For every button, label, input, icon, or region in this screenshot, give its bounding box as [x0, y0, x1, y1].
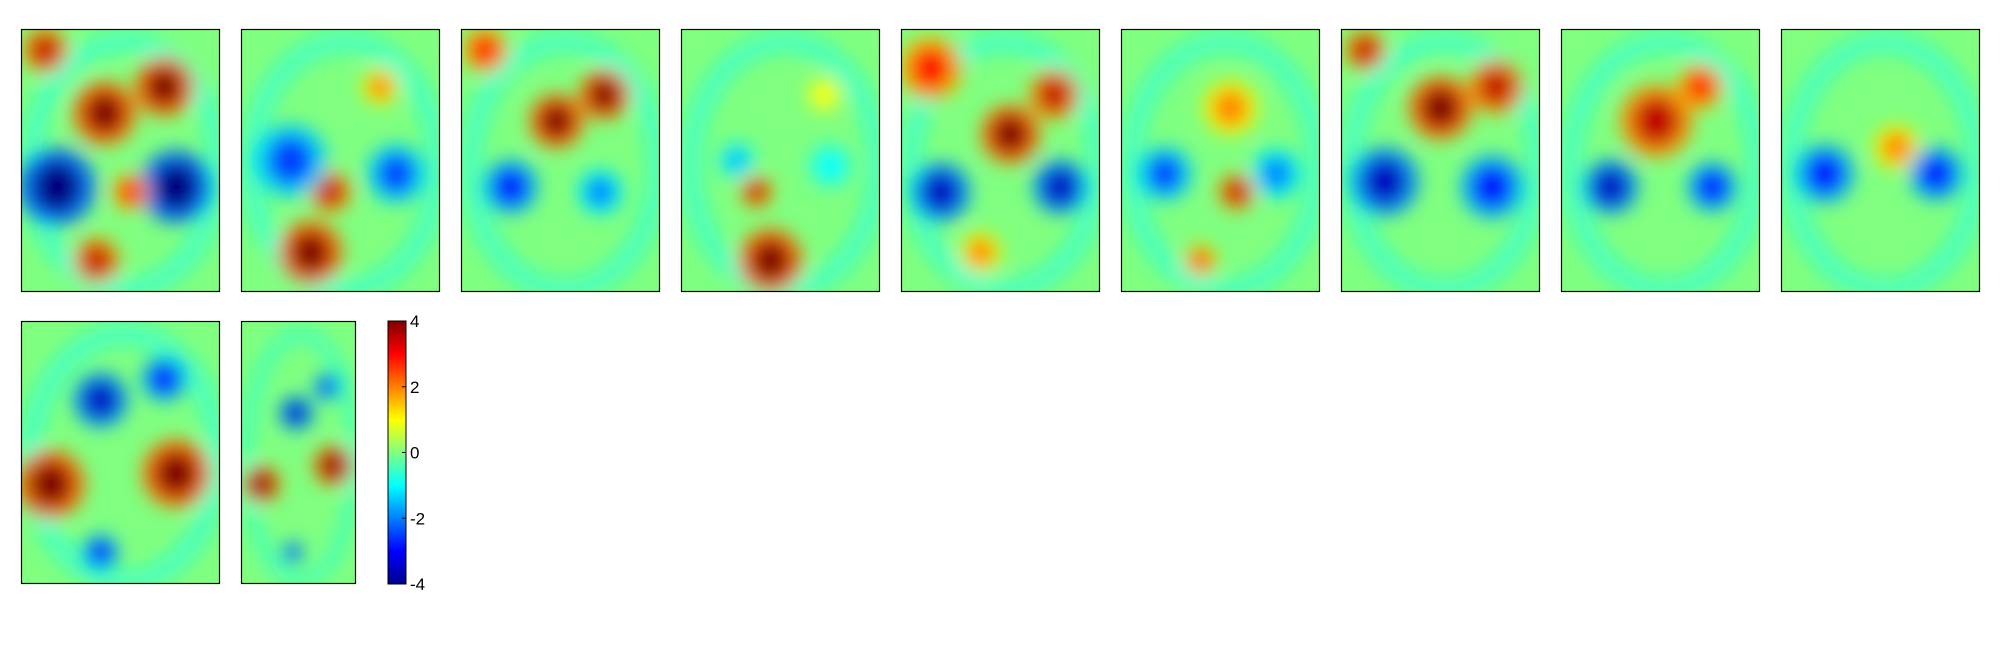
heatmap-blob [911, 47, 951, 90]
panel-frame [20, 28, 221, 293]
heatmap-blob [816, 150, 845, 181]
panel-frame [1780, 28, 1981, 293]
heatmap-blob [470, 35, 499, 65]
heatmap-blob [1882, 132, 1911, 163]
heatmap-blob [1420, 87, 1461, 129]
heatmap-panel [240, 28, 441, 293]
colorbar-tick-label: 4 [410, 312, 419, 331]
heatmap-blob [1190, 249, 1211, 271]
field-halo [241, 328, 356, 584]
heatmap-blob [1479, 68, 1513, 105]
heatmap-blob [33, 161, 81, 213]
heatmap-panel [900, 28, 1101, 293]
heatmap-blob [85, 92, 125, 135]
heatmap-blob [725, 148, 748, 173]
heatmap-blob [1043, 168, 1077, 205]
heatmap-panel [460, 28, 661, 293]
heatmap-panel [20, 28, 221, 293]
heatmap-blob [268, 136, 314, 185]
heatmap-blob [1260, 157, 1292, 191]
heatmap-blob [586, 177, 615, 207]
heatmap-blob [318, 178, 344, 206]
field-halo [681, 32, 880, 292]
heatmap-blob [1363, 159, 1406, 204]
heatmap-blob [1148, 155, 1182, 192]
heatmap-blob [83, 381, 118, 418]
heatmap-blob [1919, 155, 1953, 192]
heatmap-blob [992, 114, 1029, 154]
heatmap-blob [319, 378, 336, 396]
heatmap-blob [285, 401, 307, 425]
colorbar: 4 2 0 -2 -4 [387, 312, 425, 594]
heatmap-blob [369, 74, 392, 99]
panel-frame [20, 320, 221, 585]
heatmap-blob [250, 471, 273, 497]
heatmap-panel [1340, 28, 1541, 293]
heatmap-blob [291, 231, 331, 274]
field-halo [1781, 32, 1980, 292]
colorbar-tick-label: -4 [410, 575, 425, 594]
heatmap-blob [813, 82, 836, 107]
heatmap-panel [1560, 28, 1761, 293]
heatmap-blob [1806, 154, 1843, 194]
heatmap-blob [751, 239, 791, 282]
heatmap-blob [539, 103, 574, 139]
panel-frame [240, 320, 357, 585]
field-halo [241, 32, 440, 292]
heatmap-blob [922, 172, 959, 212]
colorbar-tick-label: -2 [410, 509, 425, 528]
field-halo [1561, 32, 1760, 292]
heatmap-blob [1686, 71, 1715, 102]
heatmap-blob [746, 181, 767, 203]
heatmap-blob [1472, 165, 1512, 208]
heatmap-blob [29, 461, 72, 507]
panel-frame [240, 28, 441, 293]
heatmap-blob [1594, 168, 1628, 205]
heatmap-panel [240, 320, 357, 585]
heatmap-blob [1634, 97, 1679, 145]
heatmap-panels [20, 28, 1981, 585]
heatmap-panel [1120, 28, 1321, 293]
panel-frame [900, 28, 1101, 293]
heatmap-blob [1213, 89, 1248, 126]
panel-frame [1120, 28, 1321, 293]
heatmap-blob [494, 168, 528, 205]
heatmap-blob [1225, 180, 1248, 204]
heatmap-blob [155, 451, 198, 496]
heatmap-blob [82, 245, 111, 276]
heatmap-blob [1696, 170, 1728, 204]
heatmap-blob [320, 452, 346, 479]
panel-frame [680, 28, 881, 293]
heatmap-blob [1038, 78, 1070, 112]
heatmap-panel [1780, 28, 1981, 293]
field-halo [901, 32, 1100, 292]
heatmap-blob [1352, 36, 1378, 64]
heatmap-blob [968, 239, 994, 266]
field-halo [461, 32, 660, 292]
heatmap-panel [680, 28, 881, 293]
field-halo [1341, 32, 1540, 292]
heatmap-blob [286, 545, 300, 560]
heatmap-blob [378, 154, 415, 194]
heatmap-blob [588, 78, 620, 112]
heatmap-panel [20, 320, 221, 585]
heatmap-blob [150, 363, 179, 394]
panel-frame [1560, 28, 1761, 293]
heatmap-blob [153, 162, 199, 211]
heatmap-blob [30, 35, 59, 65]
field-halo [1121, 32, 1320, 292]
colorbar-tick-label: 0 [410, 444, 419, 463]
heatmap-blob [119, 180, 142, 204]
heatmap-blob [146, 67, 183, 107]
colorbar-tick-label: 2 [410, 378, 419, 397]
panel-frame [460, 28, 661, 293]
panel-frame [1340, 28, 1541, 293]
heatmap-blob [89, 540, 112, 565]
